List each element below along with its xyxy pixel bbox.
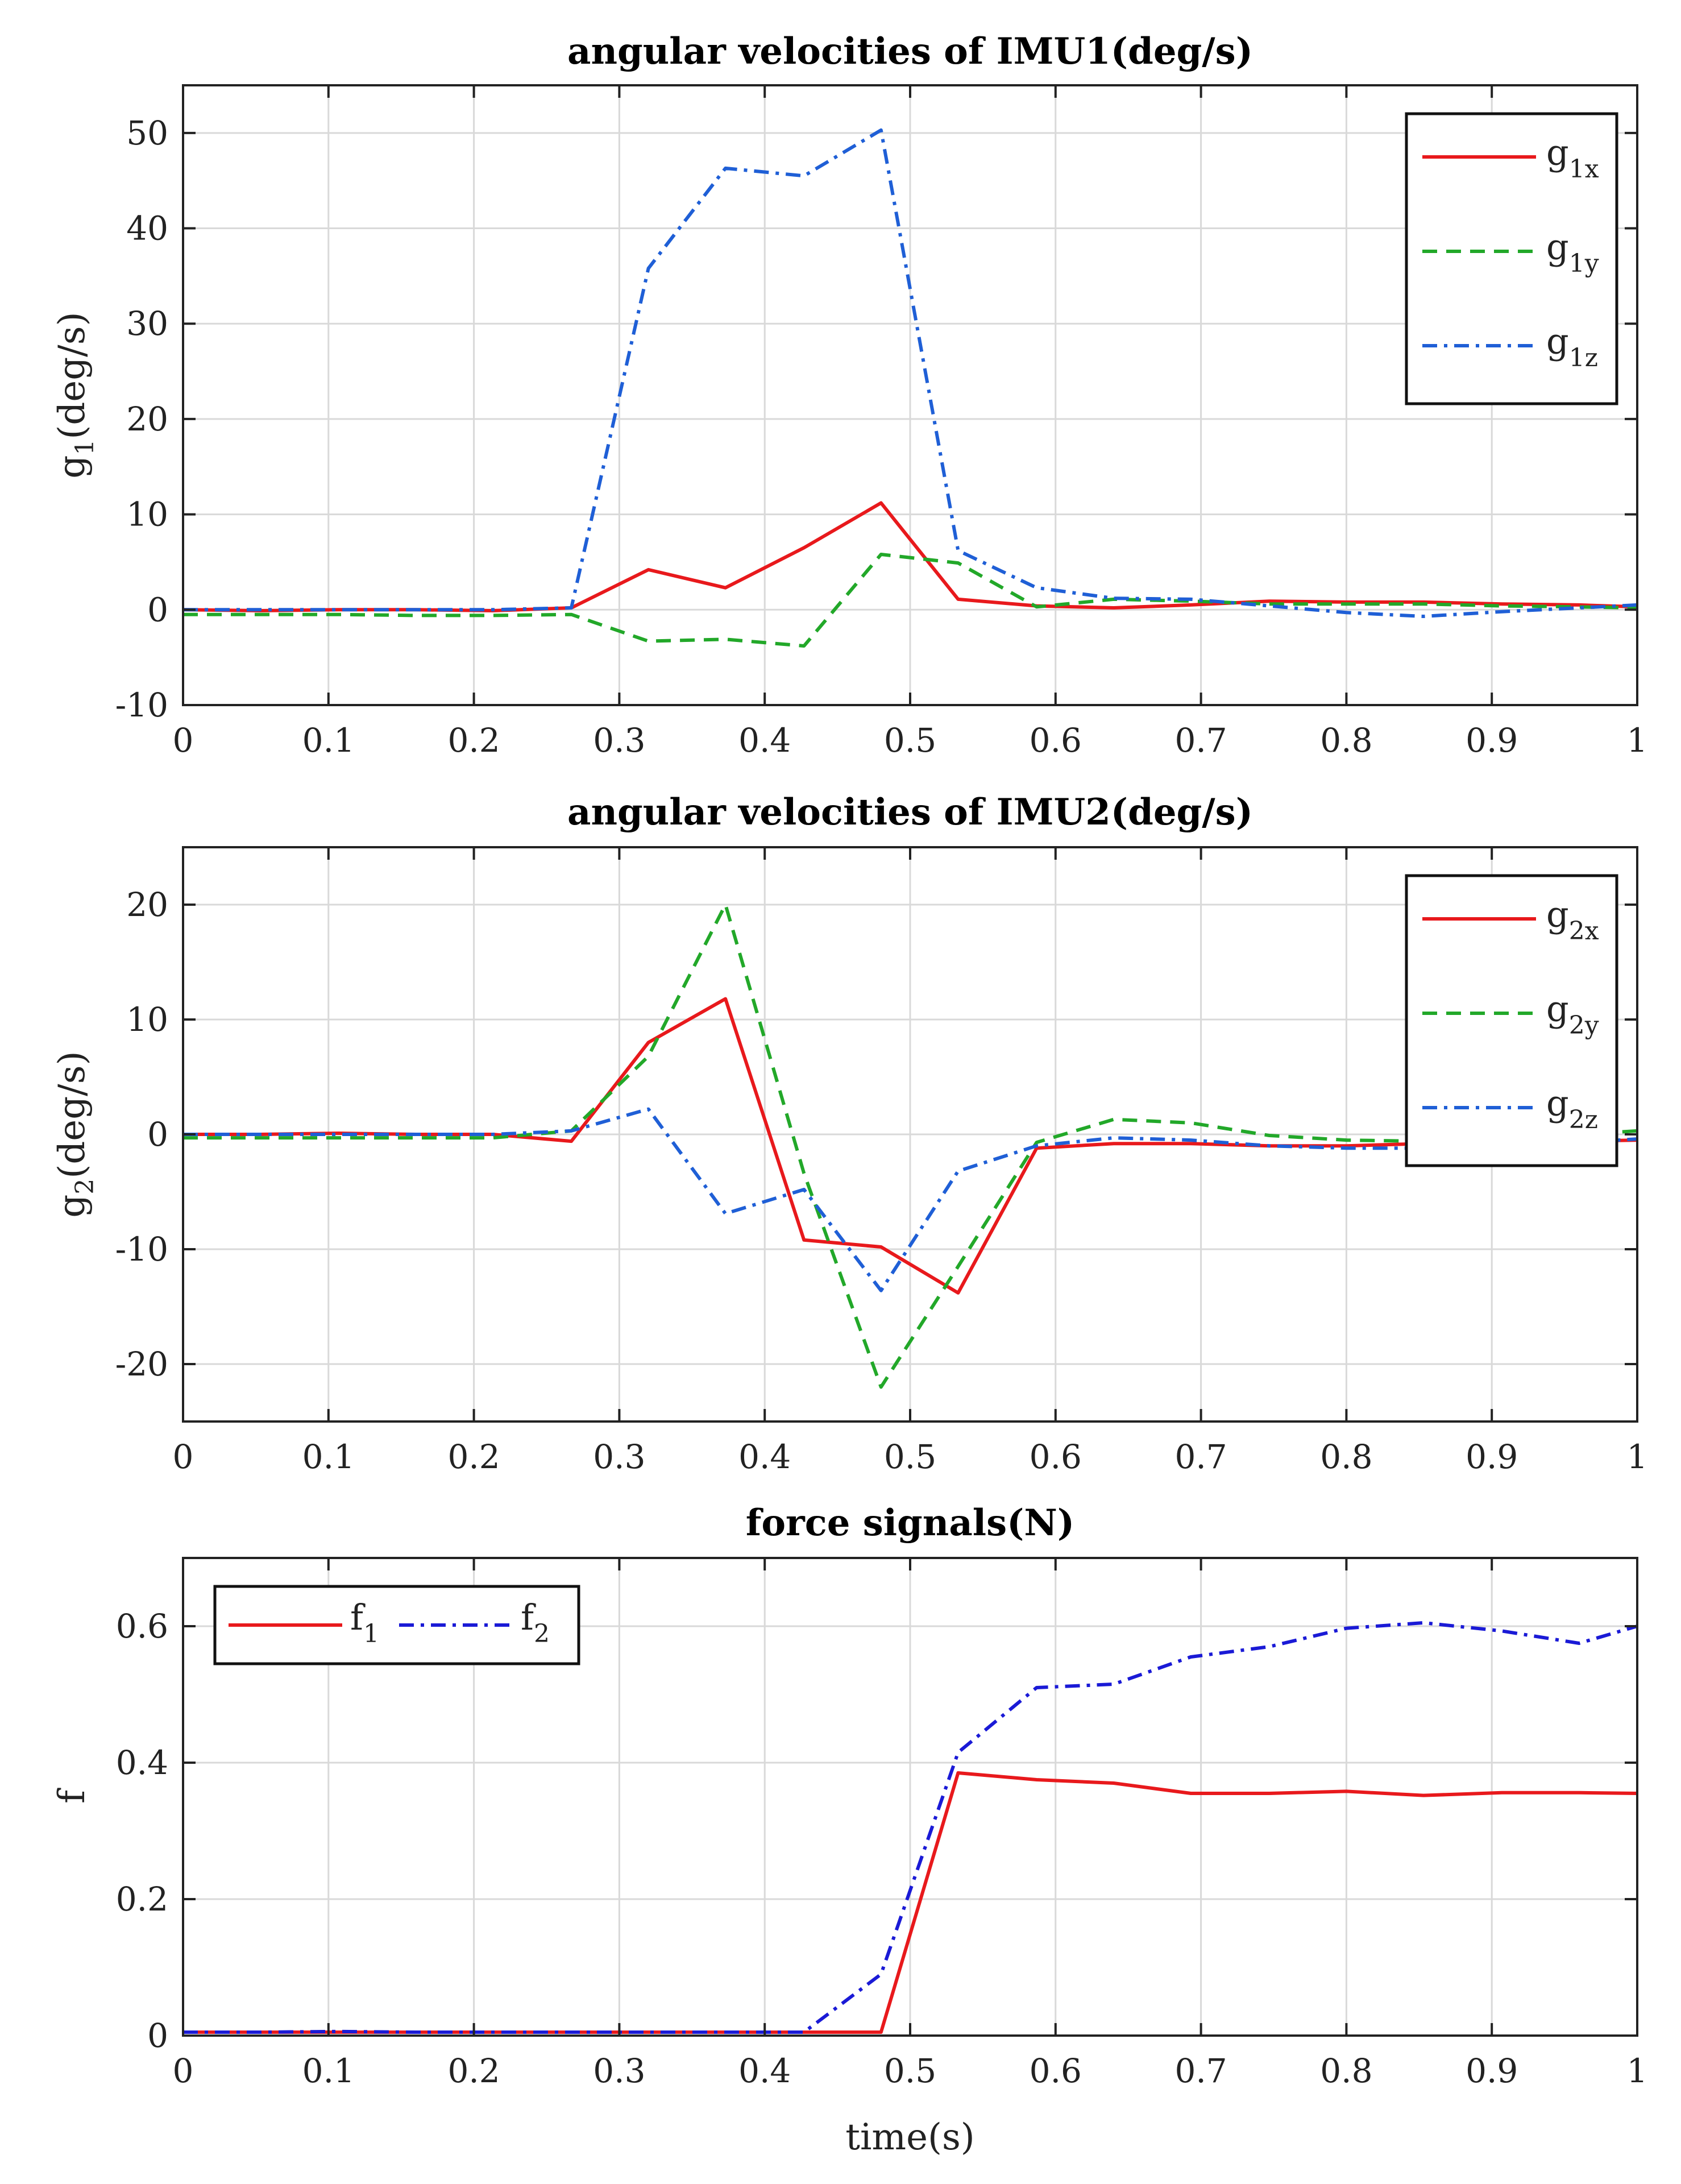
y-tick-label: 40 (126, 209, 168, 248)
y-tick-label: 0 (147, 2016, 168, 2055)
x-tick-label: 1 (1627, 721, 1648, 760)
legend-label-f1: f1 (350, 1597, 379, 1648)
x-tick-label: 0.4 (738, 2052, 791, 2090)
x-tick-label: 0.7 (1174, 2052, 1227, 2090)
x-tick-label: 0.2 (447, 721, 500, 760)
y-tick-label: 30 (126, 304, 168, 343)
y-tick-label: 50 (126, 114, 168, 152)
x-tick-label: 0.5 (884, 2052, 936, 2090)
x-tick-label: 0.3 (593, 2052, 645, 2090)
y-tick-label: -20 (115, 1345, 168, 1383)
x-axis-label: time(s) (845, 2116, 975, 2158)
legend-box (1405, 112, 1618, 405)
x-tick-label: 0.8 (1320, 1437, 1372, 1476)
legend-label-g1x: g1x (1546, 132, 1599, 184)
series-line-g1z (183, 128, 1637, 618)
y-tick-label: 0 (147, 1115, 168, 1154)
legend-label-g1z: g1z (1546, 321, 1598, 372)
x-tick-label: 0.1 (302, 1437, 355, 1476)
x-tick-label: 0 (173, 2052, 194, 2090)
legend-label-g2y: g2y (1546, 988, 1599, 1040)
legend-box (1405, 874, 1618, 1167)
x-tick-label: 0.8 (1320, 2052, 1372, 2090)
x-tick-label: 1 (1627, 1437, 1648, 1476)
x-tick-label: 0.6 (1030, 2052, 1082, 2090)
x-tick-label: 0.4 (738, 1437, 791, 1476)
x-tick-label: 0.7 (1174, 721, 1227, 760)
x-tick-label: 0.4 (738, 721, 791, 760)
x-tick-label: 0.9 (1466, 721, 1518, 760)
x-tick-label: 0.8 (1320, 721, 1372, 760)
legend-label-g2z: g2z (1546, 1083, 1598, 1134)
chart-title: angular velocities of IMU2(deg/s) (567, 791, 1253, 834)
legend: g1x g1y g1z (1405, 112, 1618, 405)
x-tick-label: 0 (173, 1437, 194, 1476)
x-tick-label: 0.5 (884, 1437, 936, 1476)
legend: f1 f2 (213, 1585, 580, 1665)
x-tick-label: 0.2 (447, 1437, 500, 1476)
x-tick-label: 0 (173, 721, 194, 760)
legend-label-g1y: g1y (1546, 226, 1599, 278)
legend-label-g2x: g2x (1546, 894, 1599, 946)
x-tick-label: 0.3 (593, 721, 645, 760)
chart-title: force signals(N) (746, 1502, 1074, 1544)
x-tick-label: 0.1 (302, 2052, 355, 2090)
y-tick-label: 20 (126, 400, 168, 438)
x-tick-label: 0.9 (1466, 2052, 1518, 2090)
x-tick-label: 0.7 (1174, 1437, 1227, 1476)
x-tick-label: 0.2 (447, 2052, 500, 2090)
series-line-f2 (183, 1621, 1637, 2034)
legend: g2x g2y g2z (1405, 874, 1618, 1167)
chart-imu1-angular-velocity: 0 0.1 0.2 0.3 0.4 0.5 0.6 0.7 0.8 0.9 1-1001020304… (51, 30, 1647, 760)
y-tick-label: 10 (126, 1000, 168, 1039)
y-tick-label: -10 (115, 1230, 168, 1269)
x-tick-label: 0.6 (1030, 1437, 1082, 1476)
y-axis-label: f (51, 1788, 93, 1804)
x-tick-label: 1 (1627, 2052, 1648, 2090)
y-tick-label: 0.4 (116, 1743, 168, 1782)
x-tick-label: 0.3 (593, 1437, 645, 1476)
series-line-g1y (183, 553, 1637, 648)
y-tick-label: 10 (126, 495, 168, 534)
y-tick-label: 20 (126, 885, 168, 924)
y-tick-label: 0.6 (116, 1607, 168, 1646)
chart-imu2-angular-velocity: 0 0.1 0.2 0.3 0.4 0.5 0.6 0.7 0.8 0.9 1 -20 -10 0 10 20… (51, 791, 1647, 1476)
x-tick-label: 0.9 (1466, 1437, 1518, 1476)
y-axis-label: g1(deg/s) (51, 312, 99, 478)
y-tick-label: 0.2 (116, 1880, 168, 1918)
x-tick-label: 0.6 (1030, 721, 1082, 760)
y-axis-label: g2(deg/s) (51, 1051, 99, 1217)
y-tick-label: -10 (115, 686, 168, 724)
x-tick-label: 0.5 (884, 721, 936, 760)
x-tick-label: 0.1 (302, 721, 355, 760)
y-tick-label: 0 (147, 590, 168, 629)
legend-label-f2: f2 (521, 1597, 550, 1648)
chart-title: angular velocities of IMU1(deg/s) (567, 30, 1253, 73)
chart-force-signals: 0 0.1 0.2 0.3 0.4 0.5 0.6 0.7 0.8 0.9 1 0 0.2 0.4 0.6 f… (51, 1502, 1647, 2158)
